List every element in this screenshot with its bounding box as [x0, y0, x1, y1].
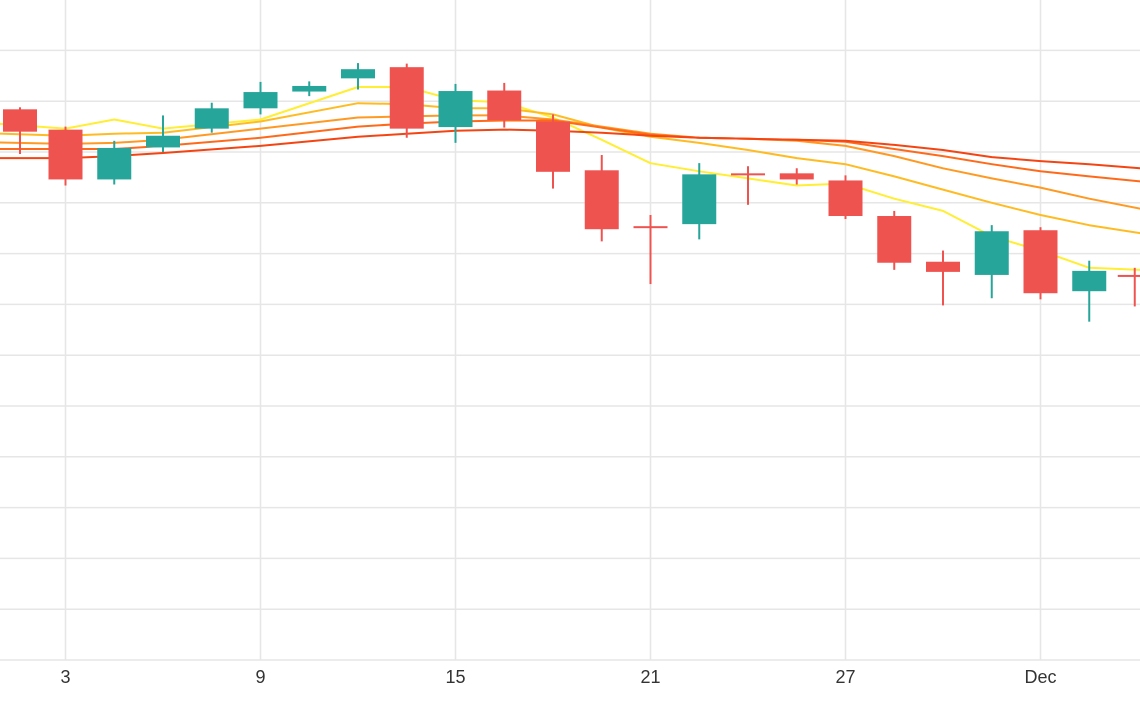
candle: [1072, 260, 1107, 322]
candle: [974, 225, 1009, 299]
candle-body-up: [243, 92, 278, 109]
candle: [243, 81, 278, 115]
candle-body-down: [731, 173, 765, 176]
candle-body-down: [48, 129, 83, 180]
candle: [3, 107, 37, 155]
candle-body-down: [3, 109, 37, 132]
candle-body-up: [682, 174, 717, 225]
candle: [877, 210, 912, 270]
candle-body-down: [926, 261, 960, 272]
candle: [584, 155, 619, 242]
ma-line-5: [0, 128, 1140, 170]
candle-body-down: [1023, 230, 1058, 294]
candle: [731, 166, 765, 205]
candle: [97, 140, 132, 185]
candle: [48, 126, 83, 186]
candle-body-down: [1117, 274, 1140, 277]
candle-body-down: [487, 90, 522, 120]
candle: [194, 102, 229, 133]
candle-body-up: [438, 91, 473, 128]
candle: [682, 163, 717, 240]
x-axis: 3 9 15 21 27 Dec: [60, 667, 1056, 687]
candle: [926, 250, 960, 306]
x-tick-label: 27: [835, 667, 855, 687]
candle-body-down: [828, 180, 863, 217]
candle-body-up: [194, 108, 229, 129]
candles: [3, 63, 1140, 322]
candle-body-up: [97, 147, 132, 180]
candle-body-up: [292, 85, 327, 92]
x-tick-label: 9: [255, 667, 265, 687]
candle-body-down: [779, 173, 814, 180]
moving-average-lines: [0, 86, 1140, 271]
candle: [146, 115, 180, 152]
candle: [487, 82, 522, 128]
candle-body-down: [633, 226, 668, 229]
candle: [633, 214, 668, 285]
candle-body-up: [341, 69, 375, 79]
candle-body-down: [536, 121, 570, 172]
ma-line-4: [0, 119, 1140, 183]
candle-body-down: [877, 216, 912, 263]
candle-body-down: [389, 67, 424, 129]
candle: [1117, 267, 1140, 307]
ma-line-1: [0, 86, 1140, 271]
candle: [438, 83, 473, 143]
grid: [0, 0, 1140, 661]
candle: [779, 168, 814, 185]
x-tick-label: Dec: [1024, 667, 1056, 687]
candle-body-up: [1072, 270, 1107, 292]
candle-body-up: [974, 231, 1009, 275]
candle: [292, 81, 327, 97]
candle: [389, 63, 424, 138]
x-tick-label: 15: [445, 667, 465, 687]
candle-body-down: [584, 170, 619, 230]
candle: [536, 114, 570, 189]
x-tick-label: 3: [60, 667, 70, 687]
x-tick-label: 21: [640, 667, 660, 687]
candle: [1023, 227, 1058, 300]
candle-body-up: [146, 135, 180, 148]
candle: [341, 63, 375, 90]
candle: [828, 175, 863, 220]
